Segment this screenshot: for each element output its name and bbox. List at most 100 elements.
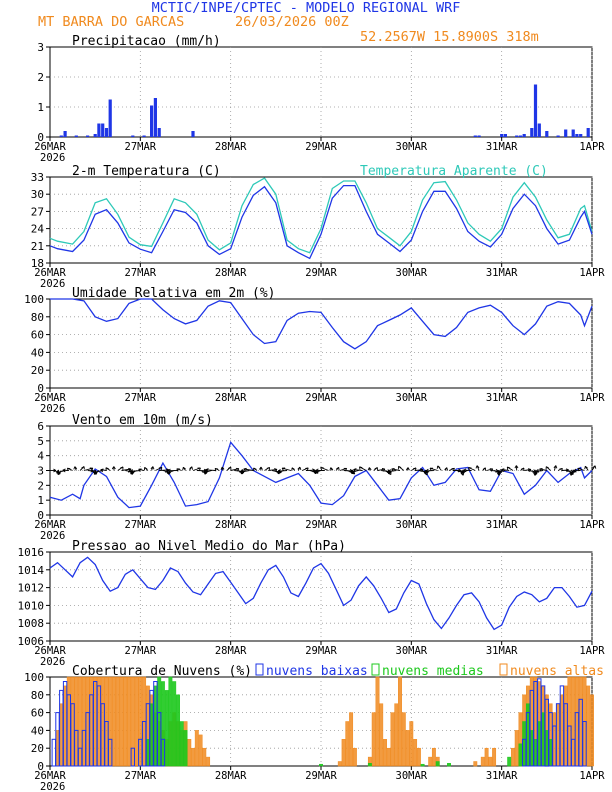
wind-arrow-head xyxy=(176,468,179,472)
wind-arrow-head xyxy=(559,467,563,470)
cloud-bar xyxy=(537,721,542,767)
wind-arrow-head xyxy=(570,472,574,476)
cloud-bar xyxy=(567,676,572,767)
wind-arrow-head xyxy=(573,470,577,473)
wind-arrow-head xyxy=(475,465,478,469)
wind-arrow-head xyxy=(498,472,501,476)
cloud-bar xyxy=(127,676,131,767)
cloud-bar xyxy=(544,730,549,767)
wind-arrow-head xyxy=(315,470,319,473)
precip-bar xyxy=(97,123,101,137)
wind-arrow-head xyxy=(259,466,262,470)
cloud-bar xyxy=(518,743,523,767)
cloud-bar xyxy=(145,739,150,767)
cloud-bar xyxy=(409,721,414,767)
precip-bar xyxy=(500,134,504,137)
cloud-bar xyxy=(394,703,399,767)
x-tick-label: 1APR xyxy=(579,645,605,657)
cloud-bar xyxy=(492,747,497,767)
cloud-bar xyxy=(488,756,493,767)
cloud-bar xyxy=(66,676,71,767)
wind-arrow-head xyxy=(476,465,480,469)
cloud-bar xyxy=(345,721,350,767)
wind-arrow xyxy=(230,468,239,471)
precip-bar xyxy=(191,131,195,137)
cloud-bar xyxy=(138,676,143,767)
cloud-bar xyxy=(349,712,354,767)
precip-bar xyxy=(579,134,583,137)
wind-arrow-head xyxy=(266,466,270,469)
y-tick-label: 40 xyxy=(31,724,44,737)
wind-arrow-head xyxy=(482,467,486,470)
panel-temp: 18 21 24 27 30 33 26MAR 27MAR 28MAR 29MAR 30MAR 31M… xyxy=(31,164,606,290)
cloud-bar xyxy=(511,747,515,767)
y-tick-label: 27 xyxy=(31,205,44,218)
cloud-bar xyxy=(413,739,418,767)
y-tick-label: 100 xyxy=(24,671,44,684)
wind-arrow xyxy=(353,469,363,471)
wind-arrow-head xyxy=(220,466,223,470)
wind-arrow xyxy=(130,470,141,472)
wind-arrow-head xyxy=(274,468,278,470)
panel-title: Precipitacao (mm/h) xyxy=(72,34,221,49)
precip-bar xyxy=(515,135,519,137)
x-tick-label: 31MAR xyxy=(486,392,518,404)
cloud-bar xyxy=(428,756,433,767)
wind-arrow-head xyxy=(128,467,132,470)
cloud-bar xyxy=(119,676,124,767)
cloud-bar xyxy=(398,676,402,767)
x-tick-label: 31MAR xyxy=(486,645,518,657)
panel-title: Umidade Relativa em 2m (%) xyxy=(72,286,276,301)
precip-bar xyxy=(545,131,549,137)
x-tick-label: 29MAR xyxy=(305,519,337,531)
wind-arrow-head xyxy=(536,470,540,473)
legend-swatch xyxy=(255,663,264,676)
panel-pressure: 1006 1008 1010 1012 1014 1016 26MAR 27MAR 28MAR 2… xyxy=(18,539,606,668)
precip-bar xyxy=(59,135,63,137)
x-tick-label: 1APR xyxy=(579,519,605,531)
cloud-bar xyxy=(172,681,177,767)
cloud-bar xyxy=(115,676,120,767)
cloud-bar xyxy=(89,676,94,767)
x-tick-label: 28MAR xyxy=(215,770,247,782)
x-year-label: 2026 xyxy=(40,278,65,290)
x-tick-label: 28MAR xyxy=(215,267,247,279)
x-year-label: 2026 xyxy=(40,781,65,792)
wind-arrow-head xyxy=(240,471,244,474)
precip-bar xyxy=(63,131,67,137)
legend-label: nuvens baixas xyxy=(266,664,368,679)
x-tick-label: 27MAR xyxy=(125,141,157,153)
cloud-bar xyxy=(447,763,451,767)
x-tick-label: 27MAR xyxy=(125,645,157,657)
y-tick-label: 24 xyxy=(31,223,45,236)
cloud-bar xyxy=(55,730,60,767)
wind-arrow xyxy=(243,468,254,471)
cloud-bar xyxy=(420,763,425,767)
legend-apparent-temp: Temperatura Aparente (C) xyxy=(360,164,548,179)
wind-arrow-head xyxy=(501,469,504,473)
wind-arrow-head xyxy=(297,466,301,470)
cloud-bar xyxy=(149,703,154,767)
x-tick-label: 28MAR xyxy=(215,519,247,531)
wind-arrow-head xyxy=(158,466,162,469)
wind-arrow xyxy=(527,470,536,473)
wind-arrow-head xyxy=(120,466,124,469)
cloud-bar xyxy=(93,676,98,767)
cloud-bar xyxy=(202,747,207,767)
precip-bar xyxy=(564,129,568,137)
cloud-bar xyxy=(74,676,79,767)
cloud-bar xyxy=(405,730,410,767)
wind-arrow-head xyxy=(205,468,209,471)
wind-arrow-head xyxy=(57,472,61,476)
cloud-bar xyxy=(484,747,489,767)
y-tick-label: 1016 xyxy=(18,546,45,559)
legend-label: nuvens medias xyxy=(382,664,484,679)
y-tick-label: 60 xyxy=(31,707,44,720)
x-tick-label: 27MAR xyxy=(125,392,157,404)
wind-arrow xyxy=(536,470,544,472)
legend-swatch xyxy=(371,663,380,676)
precip-bar xyxy=(503,134,507,137)
wind-arrow-head xyxy=(205,469,209,473)
cloud-bar xyxy=(529,730,534,767)
x-tick-label: 28MAR xyxy=(215,141,247,153)
